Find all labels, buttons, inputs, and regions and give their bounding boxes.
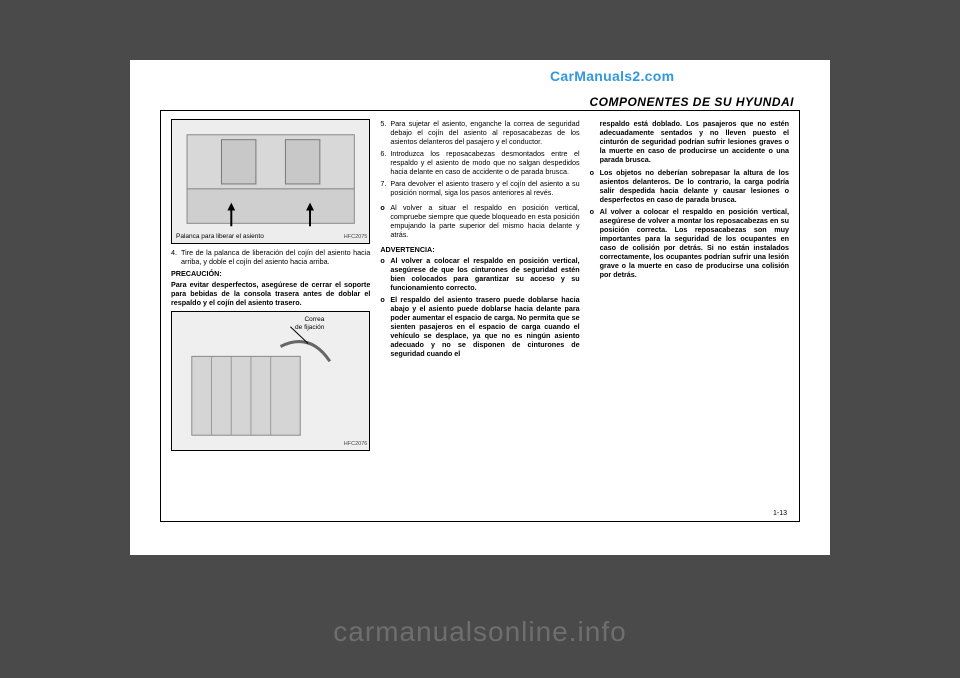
step-6-text: Introduzca los reposacabezas desmontados… bbox=[390, 149, 579, 176]
step-6: 6.Introduzca los reposacabezas desmontad… bbox=[380, 149, 579, 176]
adv-o2-text: El respaldo del asiento trasero puede do… bbox=[390, 295, 579, 358]
note-list: oAl volver a situar el respaldo en posic… bbox=[380, 203, 579, 239]
note-o: oAl volver a situar el respaldo en posic… bbox=[380, 203, 579, 239]
advertencia-title: ADVERTENCIA: bbox=[380, 245, 579, 254]
step-4-text: Tire de la palanca de liberación del coj… bbox=[181, 248, 370, 266]
figure-seat-release: Palanca para liberar el asiento HFC2075 bbox=[171, 119, 370, 244]
page-number: 1-13 bbox=[773, 510, 787, 517]
precaucion-body: Para evitar desperfectos, asegúrese de c… bbox=[171, 280, 370, 307]
step-5-text: Para sujetar el asiento, enganche la cor… bbox=[390, 119, 579, 146]
step-5: 5.Para sujetar el asiento, enganche la c… bbox=[380, 119, 579, 146]
adv-o1: oAl volver a colocar el respaldo en posi… bbox=[380, 256, 579, 292]
step-4: 4.Tire de la palanca de liberación del c… bbox=[171, 248, 370, 266]
precaucion-title: PRECAUCIÓN: bbox=[171, 269, 370, 278]
page-header: COMPONENTES DE SU HYUNDAI bbox=[589, 95, 794, 109]
adv-o4-text: Al volver a colocar el respaldo en posic… bbox=[600, 207, 789, 279]
column-3: respaldo está doblado. Los pasajeros que… bbox=[590, 119, 789, 513]
figure-1-caption: Palanca para liberar el asiento bbox=[176, 233, 264, 241]
advertencia-list-1: oAl volver a colocar el respaldo en posi… bbox=[380, 256, 579, 358]
step-list-2: 5.Para sujetar el asiento, enganche la c… bbox=[380, 119, 579, 197]
adv-o2-cont: respaldo está doblado. Los pasajeros que… bbox=[590, 119, 789, 164]
adv-o2: oEl respaldo del asiento trasero puede d… bbox=[380, 295, 579, 358]
figure-2-label1: Correa bbox=[304, 316, 324, 324]
advertencia-list-2: oLos objetos no deberían sobrepasar la a… bbox=[590, 168, 789, 279]
site-brand: CarManuals2.com bbox=[550, 68, 674, 84]
adv-o3: oLos objetos no deberían sobrepasar la a… bbox=[590, 168, 789, 204]
figure-1-code: HFC2075 bbox=[344, 234, 368, 241]
watermark: carmanualsonline.info bbox=[0, 616, 960, 648]
figure-strap: Correa de fijación HFC2076 bbox=[171, 311, 370, 451]
content-frame: COMPONENTES DE SU HYUNDAI Pa bbox=[160, 110, 800, 522]
step-7: 7.Para devolver el asiento trasero y el … bbox=[380, 179, 579, 197]
adv-o3-text: Los objetos no deberían sobrepasar la al… bbox=[600, 168, 789, 204]
figure-2-label2: de fijación bbox=[295, 324, 324, 332]
figure-2-code: HFC2076 bbox=[344, 441, 368, 448]
adv-o4: oAl volver a colocar el respaldo en posi… bbox=[590, 207, 789, 279]
column-1: Palanca para liberar el asiento HFC2075 … bbox=[171, 119, 370, 513]
text-columns: Palanca para liberar el asiento HFC2075 … bbox=[161, 111, 799, 521]
step-list-1: 4.Tire de la palanca de liberación del c… bbox=[171, 248, 370, 266]
column-2: 5.Para sujetar el asiento, enganche la c… bbox=[380, 119, 579, 513]
note-o-text: Al volver a situar el respaldo en posici… bbox=[390, 203, 579, 239]
adv-o1-text: Al volver a colocar el respaldo en posic… bbox=[390, 256, 579, 292]
step-7-text: Para devolver el asiento trasero y el co… bbox=[390, 179, 579, 197]
